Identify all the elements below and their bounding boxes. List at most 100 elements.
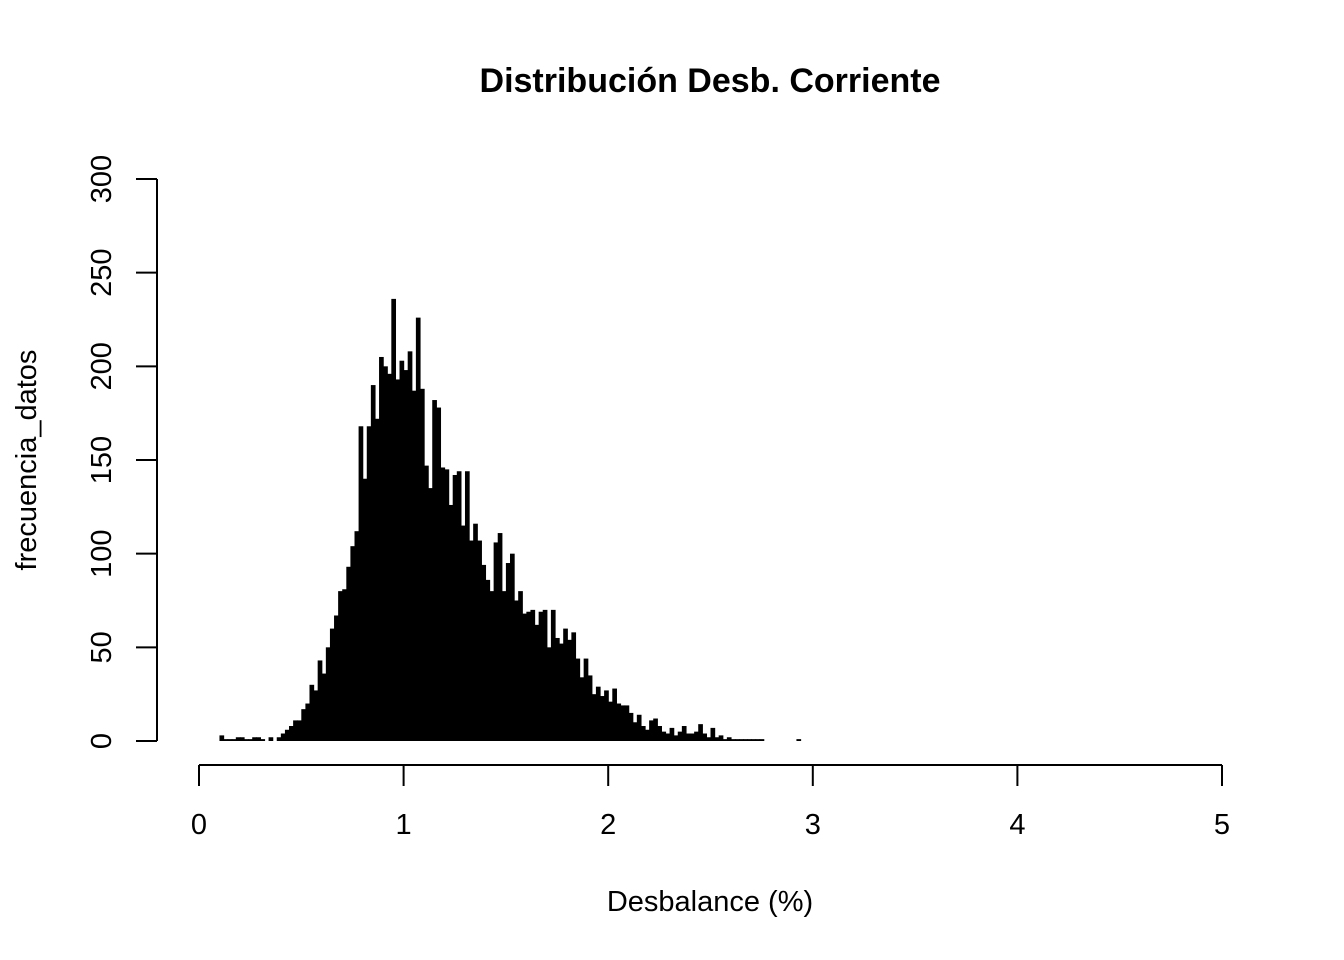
histogram-bar <box>354 531 360 741</box>
histogram-bar <box>604 690 609 741</box>
histogram-bar <box>542 609 548 741</box>
histogram-bar <box>624 705 630 741</box>
y-tick-label: 300 <box>86 155 118 203</box>
x-axis: 0 1 2 3 4 5 <box>191 764 1230 841</box>
histogram-bar <box>653 718 658 741</box>
histogram-bar <box>628 712 634 741</box>
histogram-bar <box>485 579 491 741</box>
histogram-bar <box>714 737 720 741</box>
histogram-bar <box>534 624 540 741</box>
histogram-bar <box>735 739 740 741</box>
histogram-bar <box>448 504 454 741</box>
x-tick-label: 5 <box>1214 809 1230 841</box>
histogram-bar <box>497 533 503 741</box>
histogram-bar <box>432 400 437 741</box>
histogram-bar <box>600 696 605 741</box>
y-axis-label: frecuencia_datos <box>11 350 43 571</box>
histogram-bar <box>317 660 323 741</box>
histogram-bar <box>346 566 351 741</box>
histogram-bar <box>522 613 527 741</box>
y-tick-label: 100 <box>86 529 118 577</box>
histogram-bar <box>690 733 695 741</box>
histogram-bar <box>280 733 286 741</box>
histogram-bar <box>342 589 347 741</box>
histogram-bar <box>387 373 392 741</box>
histogram-bar <box>456 471 462 741</box>
histogram-bar <box>350 546 356 741</box>
histogram-bar <box>276 737 282 741</box>
histogram-bar <box>370 385 376 741</box>
histogram-bar <box>436 407 442 741</box>
histogram-bar <box>685 733 691 741</box>
histogram-bar <box>399 360 405 741</box>
x-tick-label: 4 <box>1009 809 1025 841</box>
histogram-bar <box>636 714 642 741</box>
histogram-bar <box>469 540 474 741</box>
histogram-bar <box>555 637 560 741</box>
histogram-bar <box>681 726 687 741</box>
histogram-bar <box>452 474 458 741</box>
histogram-bar <box>268 737 274 741</box>
histogram-bar <box>239 737 245 741</box>
y-tick-label: 200 <box>86 342 118 390</box>
histogram-bar <box>297 720 302 741</box>
histogram-bar <box>620 705 626 741</box>
histogram-bar <box>391 298 397 741</box>
histogram-bars <box>219 298 802 741</box>
histogram-bar <box>301 709 306 741</box>
histogram-bar <box>501 591 507 741</box>
histogram-bar <box>362 478 368 741</box>
histogram-bar <box>313 690 319 741</box>
histogram-bar <box>235 737 241 741</box>
histogram-bar <box>677 731 683 741</box>
histogram-bar <box>444 469 450 741</box>
histogram-bar <box>338 591 343 741</box>
histogram-bar <box>661 731 667 741</box>
histogram-bar <box>227 739 233 741</box>
histogram-bar <box>248 739 253 741</box>
histogram-bar <box>722 739 728 741</box>
x-tick-label: 3 <box>805 809 821 841</box>
histogram-bar <box>424 465 429 741</box>
histogram-bar <box>665 733 671 741</box>
histogram-bar <box>415 317 421 741</box>
histogram-bar <box>460 525 466 741</box>
histogram-bar <box>383 366 388 741</box>
histogram-bar <box>256 737 261 741</box>
chart-title: Distribución Desb. Corriente <box>480 62 941 100</box>
histogram-bar <box>755 739 761 741</box>
histogram-bar <box>587 675 593 741</box>
histogram-bar <box>518 591 523 741</box>
histogram-bar <box>284 729 290 741</box>
histogram-bar <box>649 720 654 741</box>
histogram-bar <box>796 739 802 741</box>
histogram-bar <box>673 735 679 741</box>
histogram-bar <box>325 647 331 741</box>
histogram-bar <box>694 731 699 741</box>
histogram-bar <box>473 523 478 741</box>
histogram-bar <box>743 739 748 741</box>
histogram-bar <box>440 467 446 741</box>
histogram-bar <box>374 418 380 741</box>
histogram-bar <box>657 726 662 741</box>
histogram-bar <box>595 686 601 741</box>
histogram-bar <box>305 703 311 741</box>
histogram-bar <box>321 673 327 741</box>
histogram-bar <box>563 628 568 741</box>
histogram-bar <box>244 739 249 741</box>
histogram-bar <box>309 684 315 741</box>
histogram-bar <box>509 553 515 741</box>
histogram-bar <box>493 542 499 741</box>
histogram-bar <box>530 609 536 741</box>
histogram-bar <box>550 609 556 741</box>
histogram-bar <box>538 611 544 741</box>
histogram-bar <box>710 727 716 741</box>
x-tick-label: 0 <box>191 809 207 841</box>
histogram-bar <box>747 739 753 741</box>
histogram-bar <box>726 737 732 741</box>
histogram-bar <box>293 720 298 741</box>
histogram-bar <box>698 724 703 741</box>
histogram-bar <box>575 658 581 741</box>
histogram-bar <box>366 426 372 741</box>
histogram-bar <box>489 591 495 741</box>
